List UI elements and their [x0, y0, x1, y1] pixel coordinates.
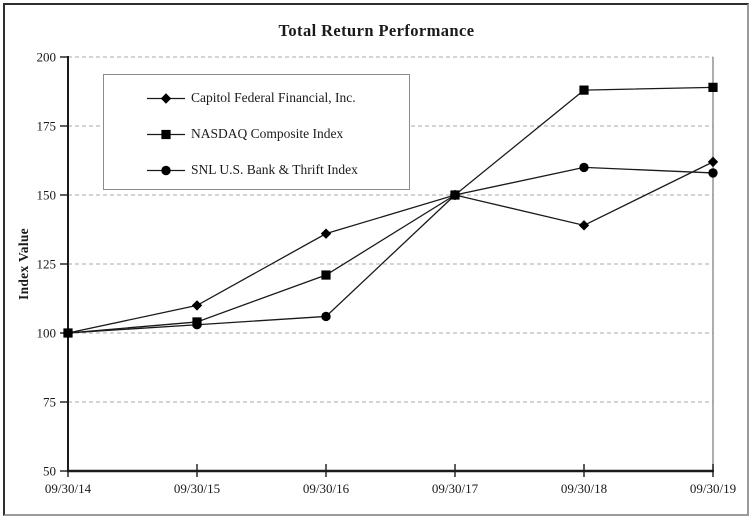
diamond-marker-icon	[147, 92, 185, 104]
diamond-marker-icon	[191, 300, 203, 311]
x-tick-label: 09/30/19	[690, 481, 736, 496]
series-line-2	[67, 166, 714, 334]
y-tick-label: 200	[37, 50, 57, 65]
y-tick-label: 75	[43, 395, 56, 410]
circle-marker-icon	[708, 168, 718, 178]
x-tick-label: 09/30/17	[432, 481, 479, 496]
y-tick-label: 50	[43, 464, 56, 479]
circle-marker-icon	[161, 165, 171, 175]
diamond-marker-icon	[320, 228, 332, 239]
legend-label: SNL U.S. Bank & Thrift Index	[191, 162, 358, 177]
square-marker-icon	[161, 129, 171, 139]
circle-marker-icon	[321, 311, 331, 322]
diamond-marker-icon	[578, 220, 590, 231]
x-tick-label: 09/30/14	[45, 481, 92, 496]
square-marker-icon	[321, 270, 331, 280]
x-tick-label: 09/30/16	[303, 481, 350, 496]
y-tick-label: 100	[37, 326, 57, 341]
circle-marker-icon	[450, 190, 460, 200]
x-tick-label: 09/30/15	[174, 481, 220, 496]
circle-marker-icon	[579, 162, 589, 173]
legend: Capitol Federal Financial, Inc. NASDAQ C…	[103, 74, 410, 190]
series-line-1	[67, 86, 714, 334]
circle-marker-icon	[63, 328, 73, 338]
square-marker-icon	[579, 85, 589, 95]
x-tick-label: 09/30/18	[561, 481, 607, 496]
series-line-0	[67, 161, 714, 334]
circle-marker-icon	[147, 165, 185, 175]
legend-item-snl-bank-thrift: SNL U.S. Bank & Thrift Index	[104, 152, 409, 188]
legend-item-capitol-federal: Capitol Federal Financial, Inc.	[104, 80, 409, 116]
chart-title: Total Return Performance	[278, 21, 475, 40]
diamond-marker-icon	[707, 156, 719, 168]
legend-label: Capitol Federal Financial, Inc.	[191, 90, 356, 105]
square-marker-icon	[147, 129, 185, 139]
circle-marker-icon	[192, 320, 202, 330]
square-marker-icon	[708, 82, 718, 92]
y-tick-label: 175	[37, 119, 57, 134]
diamond-marker-icon	[160, 92, 172, 104]
legend-item-nasdaq-composite: NASDAQ Composite Index	[104, 116, 409, 152]
y-tick-label: 125	[37, 257, 57, 272]
y-tick-label: 150	[37, 188, 57, 203]
legend-label: NASDAQ Composite Index	[191, 126, 344, 141]
